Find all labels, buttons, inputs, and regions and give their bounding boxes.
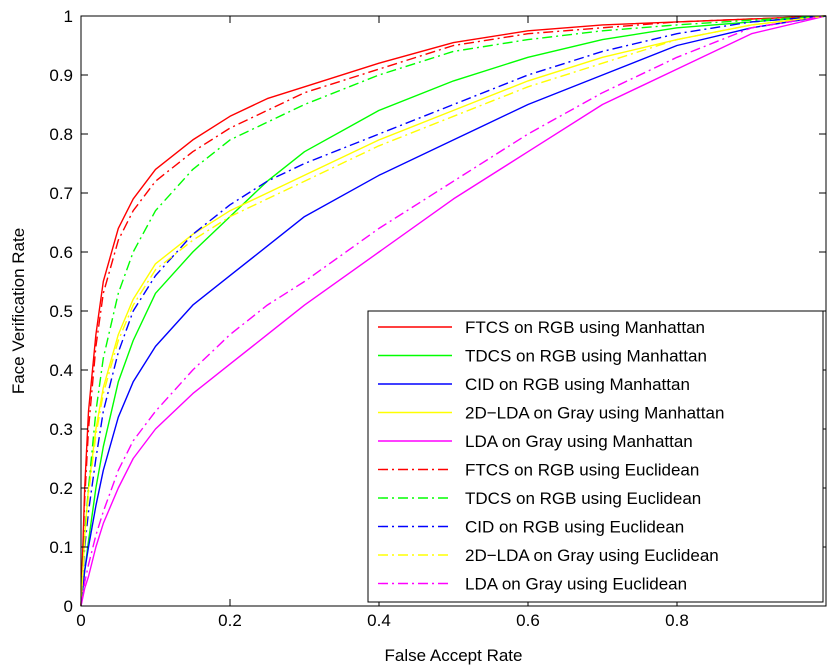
legend-label-7: CID on RGB using Euclidean — [465, 518, 684, 537]
legend-label-3: 2D−LDA on Gray using Manhattan — [465, 404, 724, 423]
x-tick-label: 0.4 — [367, 611, 391, 630]
y-tick-label: 0.8 — [49, 125, 73, 144]
series-line-0 — [80, 15, 827, 607]
legend: FTCS on RGB using Manhattan TDCS on RGB u… — [367, 310, 824, 603]
y-tick-label: 1 — [64, 7, 73, 26]
y-tick-label: 0 — [64, 597, 73, 616]
legend-label-5: FTCS on RGB using Euclidean — [465, 461, 699, 480]
y-tick-label: 0.6 — [49, 243, 73, 262]
series-line-9 — [80, 15, 827, 607]
series-line-6 — [80, 15, 827, 607]
legend-label-6: TDCS on RGB using Euclidean — [465, 489, 701, 508]
legend-label-0: FTCS on RGB using Manhattan — [465, 318, 705, 337]
x-tick-label: 0.6 — [516, 611, 540, 630]
y-tick-label: 0.4 — [49, 361, 73, 380]
series-line-7 — [80, 15, 827, 607]
legend-label-4: LDA on Gray using Manhattan — [465, 432, 693, 451]
series-line-4 — [80, 15, 827, 607]
series-line-3 — [80, 15, 827, 607]
x-axis-label: False Accept Rate — [385, 646, 523, 665]
y-tick-label: 0.5 — [49, 302, 73, 321]
legend-label-2: CID on RGB using Manhattan — [465, 375, 690, 394]
series-line-2 — [80, 15, 827, 607]
series-line-5 — [80, 15, 827, 607]
x-tick-label: 0.2 — [218, 611, 242, 630]
legend-box — [367, 310, 824, 603]
legend-label-8: 2D−LDA on Gray using Euclidean — [465, 546, 719, 565]
y-tick-label: 0.9 — [49, 66, 73, 85]
legend-label-9: LDA on Gray using Euclidean — [465, 575, 687, 594]
legend-label-1: TDCS on RGB using Manhattan — [465, 347, 707, 366]
y-axis-label: Face Verification Rate — [9, 228, 28, 394]
y-tick-label: 0.1 — [49, 538, 73, 557]
series-lines — [80, 15, 827, 607]
series-line-8 — [80, 15, 827, 607]
y-tick-label: 0.7 — [49, 184, 73, 203]
y-tick-label: 0.3 — [49, 420, 73, 439]
y-tick-label: 0.2 — [49, 479, 73, 498]
axes: 0 0.2 0.4 0.6 0.8 0 0.1 0.2 0.3 0.4 0.5 0.6 0.7 0.8 0.… — [49, 7, 826, 630]
x-tick-label: 0 — [76, 611, 85, 630]
x-tick-label: 0.8 — [665, 611, 689, 630]
